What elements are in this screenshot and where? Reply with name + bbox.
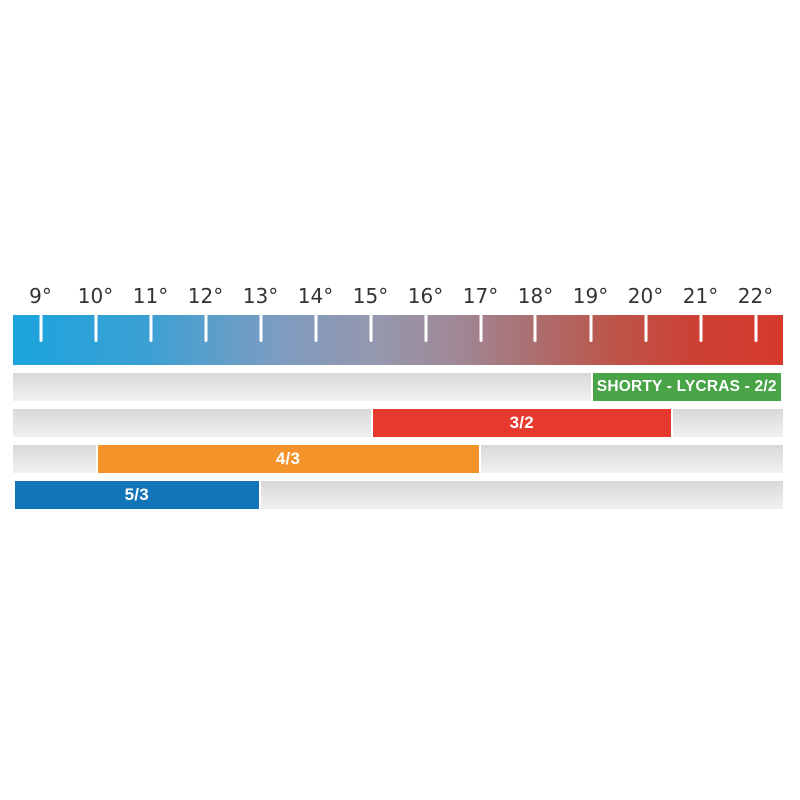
tick-mark: [259, 315, 262, 342]
axis-tick-label: 10°: [77, 284, 114, 308]
axis-tick-label: 16°: [407, 284, 444, 308]
axis-tick-label: 12°: [187, 284, 224, 308]
tick-mark: [39, 315, 42, 342]
range-bar-label: 4/3: [275, 449, 301, 468]
wetsuit-temperature-chart: 9° 10° 11° 12° 13° 14° 15° 16° 17° 18° 19° 20° 21° 22…: [13, 280, 783, 517]
axis-tick-label: 19°: [572, 284, 609, 308]
tick-mark: [149, 315, 152, 342]
range-bar: 5/3: [13, 479, 261, 511]
tick-mark: [699, 315, 702, 342]
row-track: SHORTY - LYCRAS - 2/2: [13, 371, 783, 403]
row-track: 4/3: [13, 443, 783, 475]
axis-tick-label: 14°: [297, 284, 334, 308]
range-bar: 3/2: [370, 407, 673, 439]
range-bar: SHORTY - LYCRAS - 2/2: [590, 371, 783, 403]
tick-mark: [589, 315, 592, 342]
axis-tick-label: 13°: [242, 284, 279, 308]
range-bar: 4/3: [95, 443, 481, 475]
tick-mark: [644, 315, 647, 342]
axis-tick-labels: 9° 10° 11° 12° 13° 14° 15° 16° 17° 18° 19° 20° 21° 22…: [13, 280, 783, 312]
axis-tick-label: 15°: [352, 284, 389, 308]
tick-mark: [754, 315, 757, 342]
tick-mark: [94, 315, 97, 342]
axis-tick-label: 9°: [29, 284, 52, 308]
tick-mark: [314, 315, 317, 342]
axis-tick-label: 17°: [462, 284, 499, 308]
axis-tick-label: 11°: [132, 284, 169, 308]
range-bar-label: 3/2: [509, 413, 534, 432]
axis-tick-label: 22°: [737, 284, 774, 308]
range-rows: SHORTY - LYCRAS - 2/2 3/2 4/3 5/3: [13, 371, 783, 511]
temperature-gradient-bar: [13, 315, 783, 365]
tick-mark: [479, 315, 482, 342]
axis-tick-label: 21°: [682, 284, 719, 308]
range-bar-label: SHORTY - LYCRAS - 2/2: [596, 378, 777, 395]
row-track: 3/2: [13, 407, 783, 439]
tick-mark: [424, 315, 427, 342]
tick-mark: [533, 315, 537, 342]
range-bar-label: 5/3: [124, 485, 149, 504]
row-track: 5/3: [13, 479, 783, 511]
tick-mark: [369, 315, 372, 342]
tick-mark: [204, 315, 207, 342]
axis-tick-label: 18°: [517, 284, 554, 308]
axis-tick-label: 20°: [627, 284, 664, 308]
